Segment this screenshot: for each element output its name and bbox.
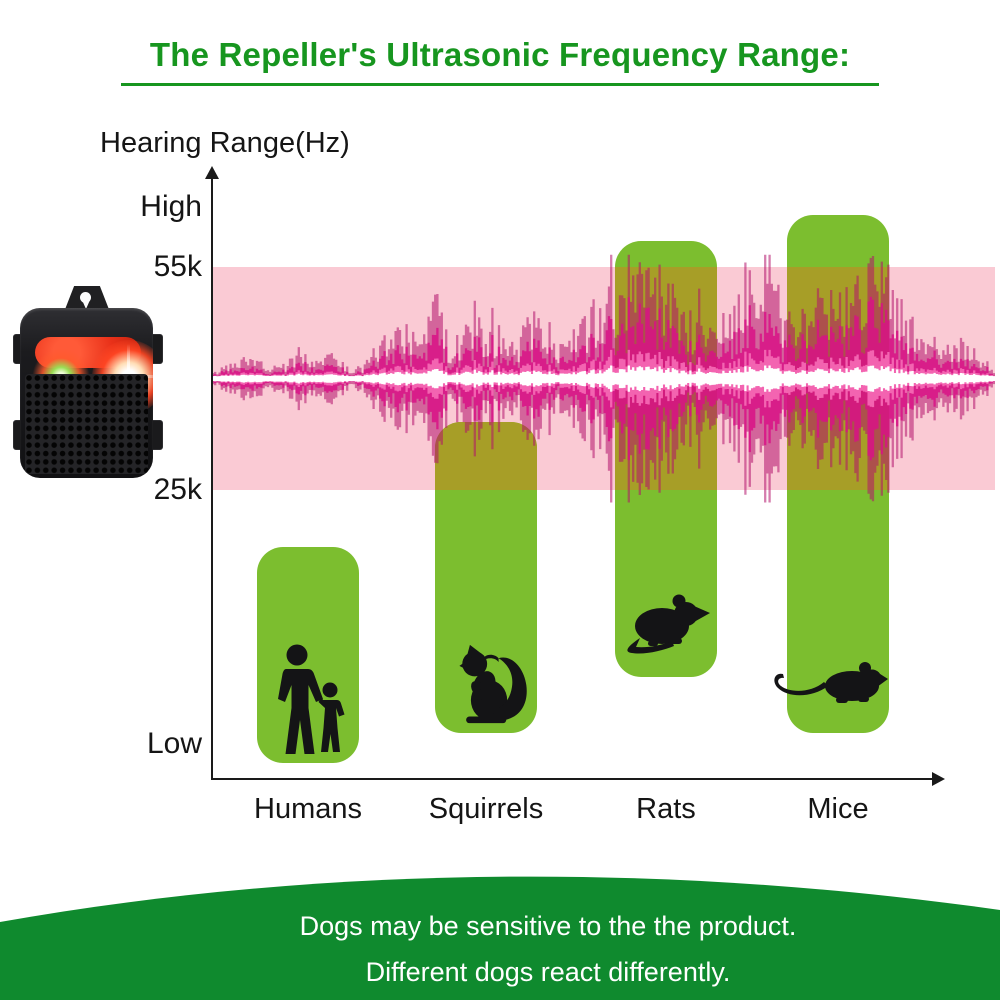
device-speaker-grille (25, 374, 148, 474)
y-tick-55k: 55k (153, 249, 202, 283)
y-axis-arrow (205, 166, 219, 179)
x-axis-arrow (932, 772, 945, 786)
sound-waveform (213, 254, 995, 503)
ultrasonic-repeller-device (12, 284, 163, 484)
x-label-humans: Humans (254, 793, 362, 825)
device-body (20, 308, 153, 478)
x-label-rats: Rats (636, 793, 696, 825)
x-label-mice: Mice (807, 793, 869, 825)
banner-text-line1: Dogs may be sensitive to the the product… (299, 911, 797, 941)
y-axis-line (211, 176, 213, 780)
x-axis-line (212, 778, 934, 780)
squirrel-icon (446, 641, 534, 732)
device-keyhole-icon (80, 292, 91, 303)
bar-band-overlap (435, 421, 537, 491)
x-label-squirrels: Squirrels (428, 793, 544, 825)
y-axis-title: Hearing Range(Hz) (100, 127, 350, 159)
banner-text-line2: Different dogs react differently. (365, 957, 731, 987)
mouse-icon (766, 650, 888, 713)
y-tick-high: High (140, 190, 202, 224)
humans-icon (266, 644, 354, 759)
y-tick-25k: 25k (153, 473, 202, 507)
bottom-banner (0, 876, 1000, 1000)
device-keyhole-slot (82, 300, 90, 309)
y-tick-low: Low (146, 727, 202, 760)
page-title: The Repeller's Ultrasonic Frequency Rang… (121, 36, 879, 86)
rat-icon (622, 594, 712, 663)
